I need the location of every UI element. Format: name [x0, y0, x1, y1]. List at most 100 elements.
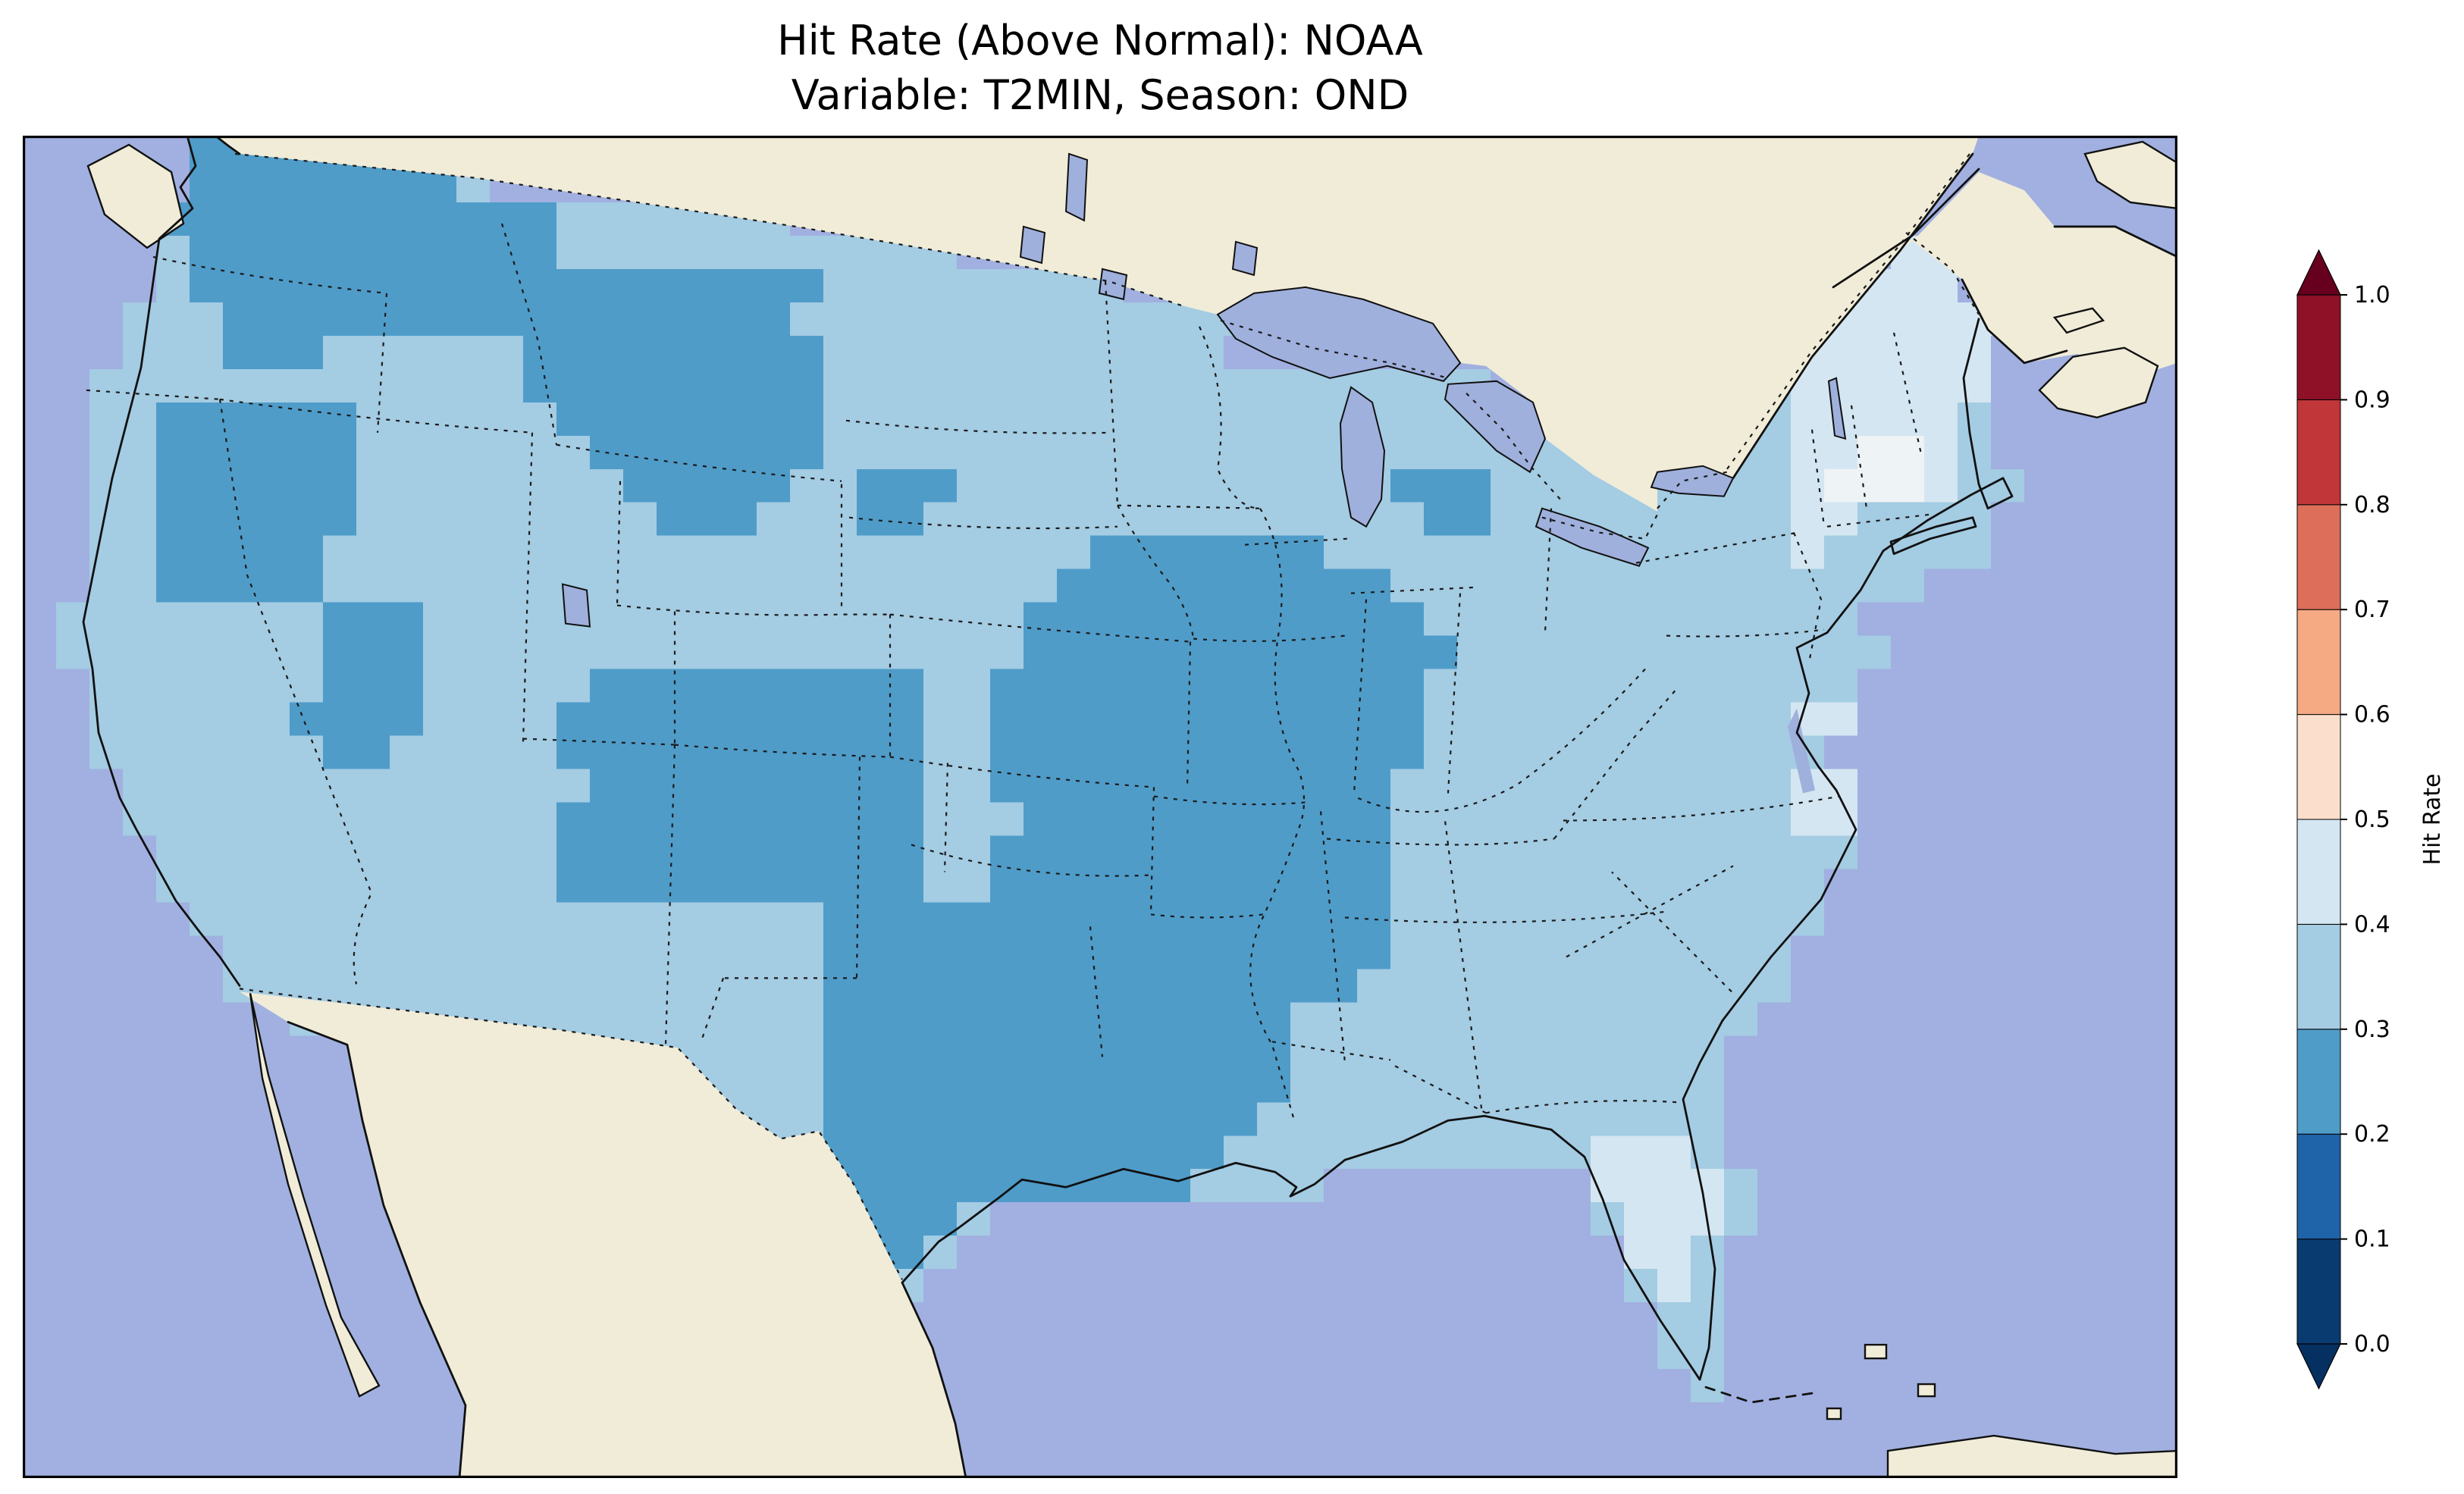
colorbar-segment — [2296, 609, 2341, 716]
hit-rate-cell-run — [1390, 769, 1791, 803]
hit-rate-cell-run — [1657, 1269, 1691, 1303]
colorbar-tick-label: 0.4 — [2354, 911, 2390, 938]
hit-rate-cell-run — [990, 669, 1424, 703]
hit-rate-cell-run — [1390, 869, 1824, 903]
hit-rate-cell-run — [823, 1135, 1224, 1170]
hit-rate-cell-run — [223, 935, 823, 969]
hit-rate-cell-run — [1924, 435, 1958, 469]
hit-rate-cell-run — [89, 568, 156, 603]
hit-rate-cell-run — [323, 735, 390, 769]
hit-rate-cell-run — [323, 669, 423, 703]
hit-rate-cell-run — [857, 502, 923, 536]
colorbar-tick-label: 0.5 — [2354, 807, 2390, 833]
lake-winnipeg — [1064, 152, 1089, 222]
hit-rate-cell-run — [790, 302, 1257, 336]
hit-rate-cell-run — [823, 368, 1491, 402]
plot-frame — [23, 136, 2177, 1478]
lake-michigan — [1339, 386, 1386, 528]
plot-title-line1: Hit Rate (Above Normal): NOAA — [777, 17, 1423, 64]
hit-rate-cell-run — [1424, 669, 1857, 703]
hit-rate-cell-run — [556, 735, 923, 769]
baja-california-peninsula — [249, 993, 381, 1398]
colorbar-tick-label: 1.0 — [2354, 282, 2390, 309]
lake-of-the-woods — [1098, 268, 1128, 301]
great-salt-lake — [561, 583, 591, 628]
us-mexico-border — [239, 988, 903, 1280]
hit-rate-cell-run — [1791, 535, 1824, 569]
hit-rate-cell-run — [56, 635, 323, 669]
hit-rate-cell-run — [123, 335, 223, 369]
hit-rate-cell-run — [590, 669, 923, 703]
map-plot — [23, 136, 2177, 1478]
cuba — [1886, 1434, 2177, 1478]
hit-rate-cell-run — [1691, 1269, 1724, 1303]
hit-rate-cell-run — [823, 1069, 1290, 1103]
hit-rate-cell-run — [1290, 1069, 1724, 1103]
hit-rate-cell-run — [823, 969, 1357, 1003]
hit-rate-cell-run — [1791, 368, 1991, 402]
hit-rate-cell-run — [89, 502, 156, 536]
long-island-coastline — [1889, 516, 1977, 556]
hit-rate-cell-run — [1591, 1202, 1624, 1236]
hit-rate-cell-run — [156, 535, 323, 569]
hit-rate-cell-run — [990, 835, 1390, 869]
hit-rate-cell-run — [89, 669, 323, 703]
hit-rate-cell-run — [923, 769, 990, 803]
hit-rate-cell-run — [1724, 1202, 1757, 1236]
colorbar: 0.0 0.1 0.2 0.3 0.4 0.5 0.6 0.7 0.8 0.9 1.0 Hit Ra… — [2296, 249, 2446, 1390]
hit-rate-cell-run — [156, 502, 356, 536]
mexico-gulf-coastline — [901, 1281, 967, 1478]
hit-rate-cell-run — [556, 869, 923, 903]
prince-edward-island — [2052, 307, 2105, 334]
hit-rate-cell-run — [823, 335, 1224, 369]
hit-rate-cell-run — [423, 669, 590, 703]
hit-rate-cell-run — [89, 402, 156, 436]
hit-rate-cell-run — [123, 769, 590, 803]
hit-rate-cell-run — [556, 702, 923, 736]
plot-title-line2: Variable: T2MIN, Season: OND — [791, 71, 1409, 119]
hit-rate-cell-run — [356, 468, 623, 503]
colorbar-segment — [2296, 1239, 2341, 1345]
hit-rate-cell-run — [1791, 402, 1958, 436]
hit-rate-cell-run — [1024, 635, 1457, 669]
hit-rate-cell-run — [423, 702, 556, 736]
hit-rate-cell-run — [89, 735, 323, 769]
hit-rate-cell-run — [1290, 1035, 1724, 1070]
hit-rate-cell-run — [556, 402, 823, 436]
hit-rate-cell-run — [1491, 502, 1791, 536]
hit-rate-cell-run — [1824, 468, 1924, 503]
colorbar-tick-label: 0.2 — [2354, 1121, 2390, 1148]
hit-rate-cell-run — [1224, 1135, 1591, 1170]
hit-rate-cell-run — [356, 435, 590, 469]
political-borders — [86, 152, 1980, 1280]
hit-rate-cell-run — [556, 835, 923, 869]
hit-rate-cell-run — [1090, 535, 1324, 569]
hit-rate-cell-run — [290, 702, 423, 736]
state-borders — [86, 223, 1931, 1118]
hit-rate-cell-run — [1424, 602, 1857, 636]
hit-rate-cell-run — [1024, 802, 1390, 836]
hit-rate-cell-run — [1791, 468, 1824, 503]
hit-rate-cell-run — [123, 802, 556, 836]
hit-rate-cell-run — [190, 235, 556, 269]
hit-rate-cell-run — [790, 468, 857, 503]
colorbar-extend-min-arrow — [2296, 1343, 2341, 1390]
hit-rate-cell-run — [1390, 568, 1924, 603]
hit-rate-cell-run — [523, 335, 823, 369]
vancouver-island — [86, 143, 185, 249]
hit-rate-cell-run — [323, 335, 523, 369]
hit-rate-cell-run — [1457, 635, 1891, 669]
hit-rate-cell-run — [1190, 1169, 1324, 1203]
hit-rate-cell-run — [356, 402, 556, 436]
colorbar-segment — [2296, 923, 2341, 1030]
st-lawrence-south-bank — [1832, 168, 1980, 289]
hit-rate-cell-run — [1724, 1169, 1757, 1203]
foreign-land — [215, 136, 2177, 1478]
newfoundland — [2083, 140, 2177, 210]
hit-rate-cell-run — [1424, 702, 1791, 736]
lake-ontario — [1650, 465, 1735, 497]
colorbar-segment — [2296, 714, 2341, 820]
colorbar-segment — [2296, 1029, 2341, 1135]
colorbar-segment — [2296, 504, 2341, 610]
